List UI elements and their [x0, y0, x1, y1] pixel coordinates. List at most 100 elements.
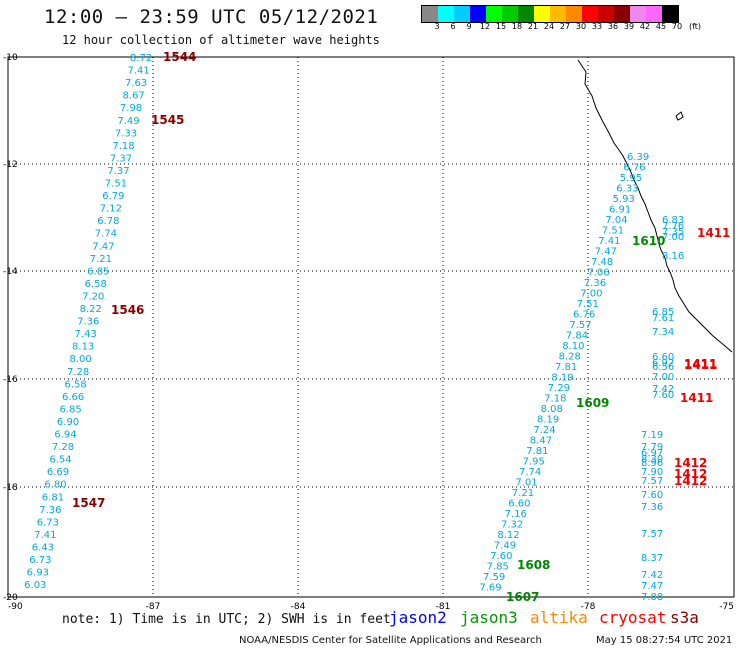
wave-height-value: 7.28 [67, 367, 89, 378]
pass-time-label: 1610 [632, 234, 665, 248]
wave-height-value: 7.36 [77, 317, 99, 328]
wave-height-value: 6.90 [57, 417, 79, 428]
latitude-label: -10 [3, 53, 18, 63]
wave-height-value: 7.00 [652, 372, 674, 383]
wave-height-value: 7.74 [519, 467, 541, 478]
wave-height-value: 5.95 [620, 173, 642, 184]
color-scale-label: 33 [591, 22, 603, 31]
wave-height-value: 8.16 [662, 251, 684, 262]
wave-height-value: 7.57 [641, 476, 663, 487]
wave-height-value: 6.56 [652, 362, 674, 373]
map-title: 12:00 – 23:59 UTC 05/12/2021 [44, 6, 379, 28]
wave-height-value: 6.85 [652, 307, 674, 318]
satellite-legend-item: cryosat [599, 608, 667, 627]
wave-height-value: 6.92 [652, 358, 674, 369]
wave-height-value: 8.28 [559, 352, 581, 363]
pass-time-label: 1412 [674, 474, 707, 488]
wave-height-value: 6.94 [54, 430, 76, 441]
wave-height-value: 8.19 [551, 373, 573, 384]
color-scale-bar [421, 5, 679, 23]
color-scale-swatch [614, 6, 630, 22]
wave-height-value: 7.61 [652, 313, 674, 324]
wave-height-value: 7.16 [505, 509, 527, 520]
latitude-label: -20 [3, 593, 18, 603]
wave-height-value: 7.42 [641, 570, 663, 581]
wave-height-value: 7.41 [34, 530, 56, 541]
wave-height-value: 6.03 [24, 580, 46, 591]
wave-height-value: 7.28 [52, 442, 74, 453]
color-scale-label: 6 [450, 22, 456, 31]
pass-time-label: 1546 [111, 303, 144, 317]
wave-height-value: 8.10 [562, 341, 584, 352]
wave-height-value: 7.59 [483, 572, 505, 583]
wave-height-value: 6.97 [641, 448, 663, 459]
wave-height-value: 6.58 [85, 279, 107, 290]
pass-time-label: 1607 [506, 590, 539, 604]
color-scale-swatch [470, 6, 486, 22]
wave-height-value: 6.78 [97, 216, 119, 227]
color-scale-swatch [582, 6, 598, 22]
wave-height-value: 7.79 [641, 442, 663, 453]
wave-height-value: 6.39 [627, 152, 649, 163]
island-outline [675, 111, 684, 121]
footer-note: note: 1) Time is in UTC; 2) SWH is in fe… [62, 612, 391, 627]
longitude-label: -75 [719, 602, 734, 612]
longitude-label: -87 [146, 602, 161, 612]
wave-height-value: 7.00 [662, 232, 684, 243]
wave-height-value: 6.60 [652, 352, 674, 363]
color-scale-label: 3 [434, 22, 440, 31]
wave-height-value: 7.21 [512, 488, 534, 499]
wave-height-value: 7.47 [641, 581, 663, 592]
wave-height-value: 6.33 [616, 184, 638, 195]
longitude-label: -84 [291, 602, 306, 612]
longitude-label: -81 [436, 602, 451, 612]
pass-time-label: 1411 [697, 226, 730, 240]
wave-height-value: 6.73 [29, 555, 51, 566]
longitude-label: -90 [8, 602, 23, 612]
wave-height-value: 7.69 [479, 583, 501, 594]
color-scale-swatch [550, 6, 566, 22]
wave-height-value: 7.04 [605, 215, 627, 226]
wave-height-value: 7.36 [641, 502, 663, 513]
color-scale-label: 21 [527, 22, 539, 31]
pass-time-label: 1544 [163, 50, 196, 64]
wave-height-value: 6.91 [609, 205, 631, 216]
pass-time-label: 1411 [684, 358, 717, 372]
color-scale-label: 39 [623, 22, 635, 31]
wave-height-value: 7.60 [652, 390, 674, 401]
wave-height-value: 7.32 [501, 520, 523, 531]
wave-height-value: 7.41 [127, 66, 149, 77]
wave-height-value: 7.90 [641, 467, 663, 478]
satellite-legend-item: altika [530, 608, 588, 627]
color-scale-swatch [534, 6, 550, 22]
wave-height-value: 7.35 [662, 227, 684, 238]
wave-height-value: 7.76 [662, 221, 684, 232]
color-scale-label: 42 [639, 22, 651, 31]
wave-height-value: 8.13 [72, 342, 94, 353]
wave-height-value: 6.85 [59, 404, 81, 415]
color-scale-label: 18 [511, 22, 523, 31]
wave-height-value: 7.51 [577, 299, 599, 310]
pass-time-label: 1608 [517, 558, 550, 572]
wave-height-value: 6.76 [623, 163, 645, 174]
color-scale-label: 45 [655, 22, 667, 31]
wave-height-value: 6.60 [508, 499, 530, 510]
wave-height-value: 7.47 [595, 247, 617, 258]
color-scale-swatch [518, 6, 534, 22]
wave-height-value: 7.81 [526, 446, 548, 457]
wave-height-value: 7.74 [95, 229, 117, 240]
wave-height-value: 6.58 [64, 379, 86, 390]
color-scale-label: 12 [479, 22, 491, 31]
wave-height-value: 7.33 [115, 128, 137, 139]
wave-height-value: 7.21 [90, 254, 112, 265]
color-scale-labels: 3 6 9 12 15 18 21 24 27 30 33 36 39 42 45 70 (ft) [421, 22, 731, 34]
pass-time-label: 1609 [576, 396, 609, 410]
wave-height-value: 7.60 [641, 490, 663, 501]
color-scale-swatch [454, 6, 470, 22]
wave-height-value: 7.49 [494, 541, 516, 552]
wave-height-value: 7.48 [591, 257, 613, 268]
wave-height-value: 7.06 [587, 268, 609, 279]
wave-height-value: 8.08 [541, 404, 563, 415]
wave-height-value: 5.93 [613, 194, 635, 205]
